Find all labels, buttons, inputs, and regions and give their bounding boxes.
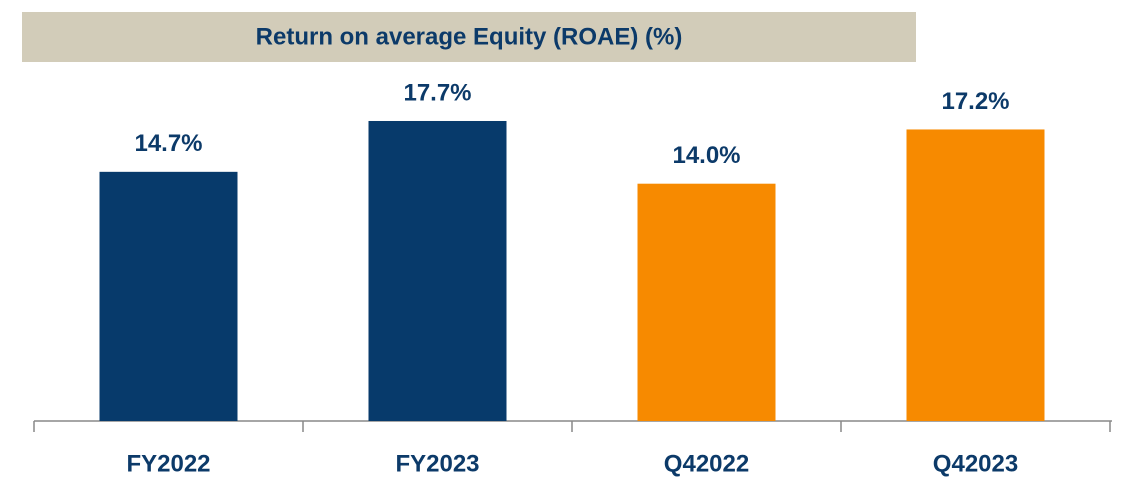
category-dividers [33,421,1111,432]
chart-title: Return on average Equity (ROAE) (%) [256,23,683,50]
bar [99,171,238,421]
value-label: 14.7% [134,130,202,157]
value-label: 14.0% [672,142,740,169]
value-label: 17.2% [941,88,1009,115]
value-label: 17.7% [403,79,471,106]
x-tick-label: FY2023 [395,450,479,477]
bar [368,120,507,422]
title-banner [22,12,916,62]
bar [906,129,1045,421]
bar [637,183,776,421]
x-tick-label: Q42022 [664,450,749,477]
x-tick-label: FY2022 [126,450,210,477]
x-tick-label: Q42023 [933,450,1018,477]
